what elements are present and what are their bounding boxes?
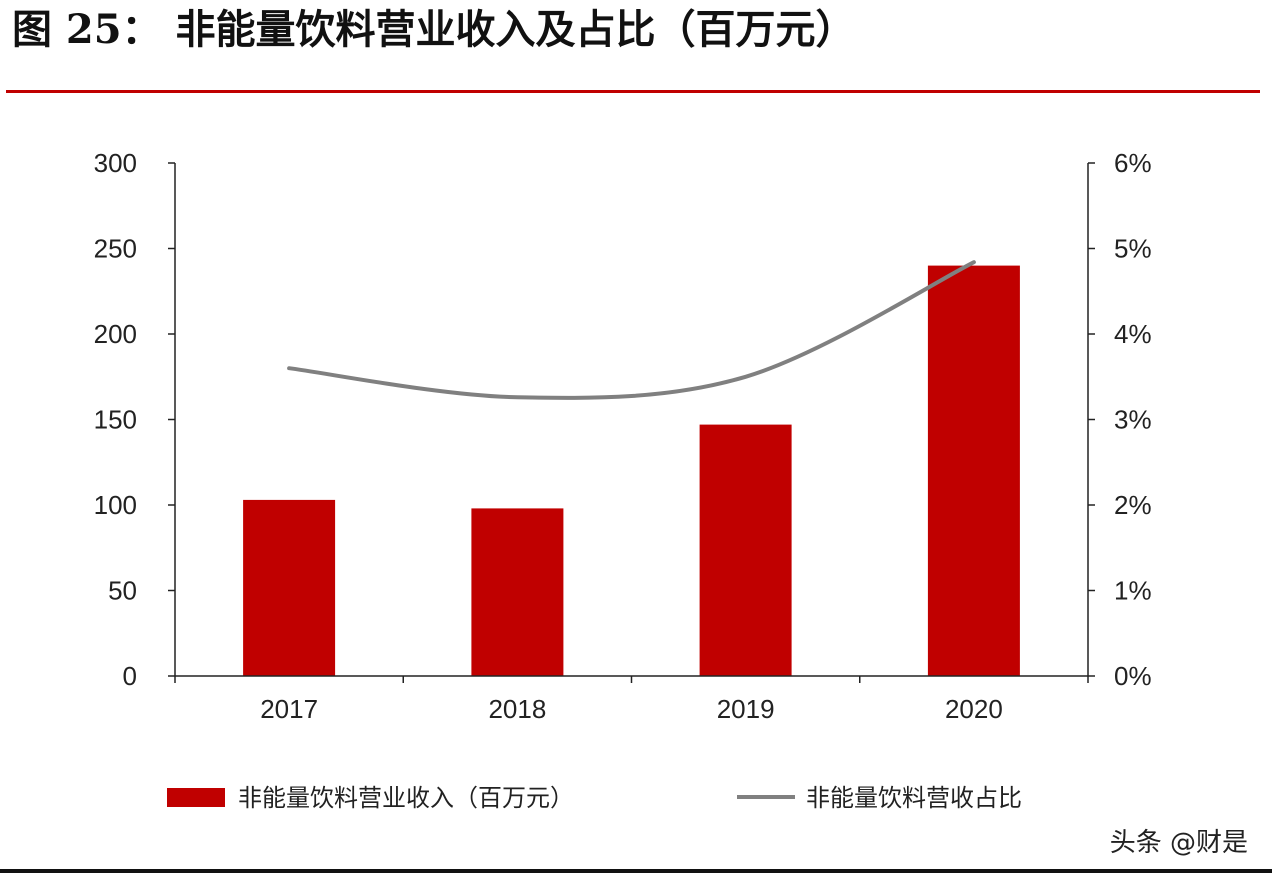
y-left-tick-label: 200 xyxy=(94,319,137,349)
watermark: 头条 @财是 xyxy=(1109,828,1248,858)
y-left-tick-label: 0 xyxy=(123,661,137,691)
y-left-tick-label: 150 xyxy=(94,405,137,435)
figure-title: 图 25： 非能量饮料营业收入及占比（百万元） xyxy=(12,6,856,53)
bar-2020 xyxy=(927,265,1020,676)
legend-bar-label: 非能量饮料营业收入（百万元） xyxy=(238,784,574,812)
y-right-tick-label: 1% xyxy=(1114,576,1152,606)
y-left-tick-label: 100 xyxy=(94,490,137,520)
legend-line-label: 非能量饮料营收占比 xyxy=(806,784,1022,812)
y-left-tick-label: 50 xyxy=(108,576,137,606)
axes xyxy=(174,163,1089,683)
bar-2019 xyxy=(699,424,792,676)
x-tick-label: 2017 xyxy=(260,694,318,724)
x-tick-label: 2019 xyxy=(717,694,775,724)
x-tick-label: 2020 xyxy=(945,694,1003,724)
title-rule xyxy=(6,90,1260,93)
y-right-tick-label: 5% xyxy=(1114,234,1152,264)
bottom-rule xyxy=(0,869,1272,873)
y-right-tick-label: 0% xyxy=(1114,661,1152,691)
y-left-tick-label: 300 xyxy=(94,148,137,178)
bar-2017 xyxy=(243,499,336,676)
x-tick-label: 2018 xyxy=(488,694,546,724)
legend: 非能量饮料营业收入（百万元） 非能量饮料营收占比 xyxy=(167,784,1022,812)
y-left-tick-label: 250 xyxy=(94,234,137,264)
y-right-tick-label: 3% xyxy=(1114,405,1152,435)
bar-series xyxy=(243,265,1020,676)
y-right-tick-label: 6% xyxy=(1114,148,1152,178)
ratio-line xyxy=(287,260,976,400)
legend-bar-swatch xyxy=(167,788,225,807)
y-axis-left: 0 50 100 150 200 250 300 xyxy=(94,148,175,691)
x-axis-labels: 2017 2018 2019 2020 xyxy=(260,694,1003,724)
y-right-tick-label: 4% xyxy=(1114,319,1152,349)
y-right-tick-label: 2% xyxy=(1114,490,1152,520)
bar-2018 xyxy=(471,508,564,676)
y-axis-right: 0% 1% 2% 3% 4% 5% 6% xyxy=(1088,148,1152,691)
